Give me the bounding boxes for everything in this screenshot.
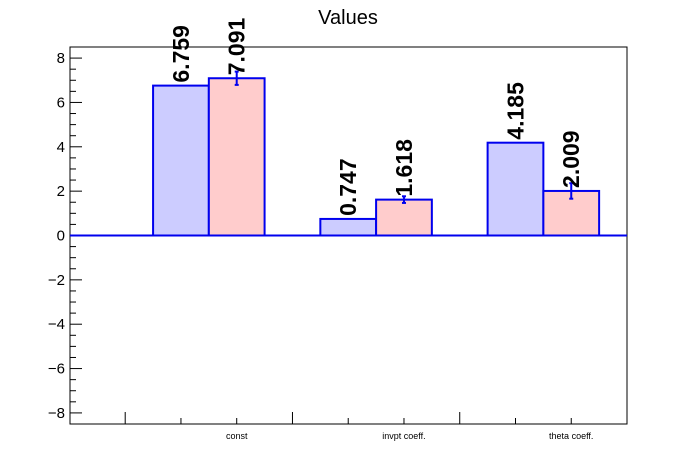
axis-ticks: −8 −6 −4 −2 0 2 4 6 8 bbox=[48, 50, 628, 424]
x-tick-label: theta coeff. bbox=[549, 431, 593, 441]
data-label: 0.747 bbox=[335, 158, 361, 216]
bar bbox=[152, 84, 210, 237]
x-tick-label: const bbox=[226, 431, 248, 441]
data-label: 2.009 bbox=[558, 130, 584, 188]
chart-title: Values bbox=[318, 7, 378, 29]
data-label: 7.091 bbox=[224, 17, 250, 75]
bar bbox=[486, 141, 545, 237]
bar bbox=[207, 77, 266, 237]
x-tick-label: invpt coeff. bbox=[382, 431, 425, 441]
data-label: 6.759 bbox=[168, 25, 194, 83]
bar bbox=[319, 217, 378, 237]
y-tick-label: 8 bbox=[57, 50, 65, 67]
y-tick-label: 6 bbox=[57, 94, 65, 111]
y-tick-label: −8 bbox=[48, 405, 65, 422]
y-tick-label: 0 bbox=[57, 228, 65, 245]
y-tick-label: −4 bbox=[48, 316, 65, 333]
y-tick-label: −6 bbox=[48, 361, 65, 378]
data-labels: 6.759 0.747 4.185 7.091 1.618 2.009 bbox=[168, 17, 584, 215]
error-bars bbox=[234, 70, 574, 204]
data-label: 4.185 bbox=[502, 82, 528, 140]
bar bbox=[375, 198, 433, 237]
x-tick-labels: const invpt coeff. theta coeff. bbox=[226, 431, 593, 441]
data-label: 1.618 bbox=[391, 139, 417, 197]
y-tick-label: 4 bbox=[57, 139, 65, 156]
y-tick-label: −2 bbox=[48, 272, 65, 289]
y-tick-label: 2 bbox=[57, 183, 65, 200]
bars bbox=[152, 77, 601, 237]
